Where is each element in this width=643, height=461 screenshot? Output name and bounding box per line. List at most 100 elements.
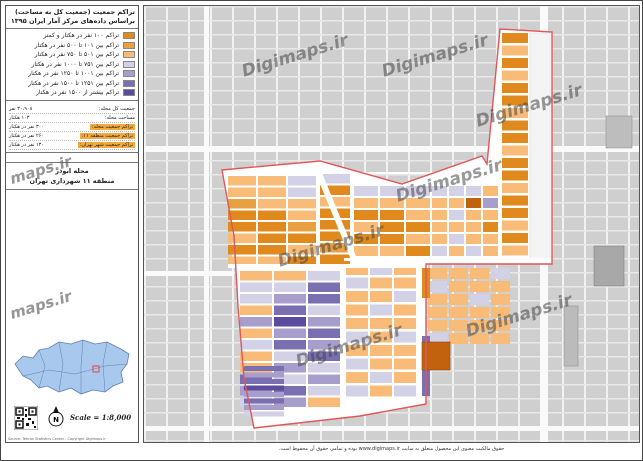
parcel-east-center: [483, 186, 498, 196]
parcel-south: [370, 345, 392, 356]
parcel-sw: [308, 386, 340, 396]
main-road: [144, 271, 234, 276]
parcel-east: [502, 133, 528, 143]
legend-label: تراکم بین ۱۰۱ تا ۵۰۰ نفر در هکتار: [34, 41, 119, 49]
street-line: [144, 440, 639, 442]
parcel-east: [502, 208, 528, 218]
parcel-south: [346, 385, 368, 397]
stat-label: تراکم جمعیت شهر تهران:: [77, 141, 135, 148]
parcel-east: [502, 95, 528, 106]
parcel-east-center: [483, 234, 498, 244]
parcel-nw: [288, 176, 316, 186]
parcel-sw: [274, 271, 306, 281]
stat-value: ۳۰،۹۰۸ نفر: [9, 105, 33, 112]
parcel-south: [370, 331, 392, 343]
parcel-south: [394, 385, 416, 397]
parcel-nw: [288, 256, 316, 266]
parcel-center: [354, 234, 378, 244]
parcel-nw: [258, 176, 286, 186]
legend-swatch: [123, 89, 135, 97]
main-road: [204, 6, 209, 442]
parcel-strip: [529, 32, 551, 260]
parcel-sw: [240, 328, 272, 338]
parcel-sw: [240, 386, 272, 396]
inset-highlight: [92, 365, 100, 373]
parcel-east-center: [432, 198, 447, 208]
legend-label: تراکم بین ۱۰۰۱ تا ۱۲۵۰ نفر در هکتار: [28, 70, 119, 78]
parcel-sw: [274, 340, 306, 350]
street-line: [210, 6, 212, 442]
parcel-sw: [308, 317, 340, 327]
parcel-center: [380, 210, 404, 220]
parcel-center: [354, 246, 378, 256]
parcel-south: [394, 345, 416, 356]
area-sub: منطقه ۱۱ شهرداری تهران: [29, 176, 115, 185]
parcel-south-east: [449, 294, 468, 305]
parcel-east: [502, 120, 528, 131]
stat-row: تراکم جمعیت شهر تهران: ۱۳۰ نفر در هکتار: [9, 141, 135, 150]
parcel-east-center: [466, 234, 481, 244]
parcel-sw: [274, 386, 306, 396]
legend-swatch: [123, 41, 135, 49]
parcel-south-east: [491, 294, 510, 305]
parcel-sw: [308, 294, 340, 304]
street-line: [144, 6, 146, 442]
legend-panel: تراکم جمعیت (جمعیت کل به مساحت) براساس د…: [5, 5, 139, 443]
stat-row: مساحت محله: ۱۰۳ هکتار: [9, 114, 135, 123]
legend-label: تراکم بیشتر از ۱۵۰۰ نفر در هکتار: [36, 89, 119, 97]
north-label: N: [53, 416, 59, 424]
street-line: [144, 48, 639, 50]
parcel-east-center: [483, 198, 498, 208]
parcel-sw: [274, 397, 306, 407]
street-line: [144, 34, 639, 36]
parcel-sw: [240, 351, 272, 361]
parcel-south-east: [491, 333, 510, 344]
legend-class-2: تراکم بین ۱۰۱ تا ۵۰۰ نفر در هکتار: [9, 41, 135, 51]
parcel-south-east: [449, 268, 468, 279]
parcel-center: [380, 246, 404, 256]
parcel-south: [370, 318, 392, 329]
stat-value: ۱۳۰ نفر در هکتار: [9, 141, 44, 148]
parcel-sw-small: [244, 411, 284, 417]
parcel-center: [406, 222, 430, 232]
stat-row: تراکم جمعیت منطقه ۱۱: ۲۶۰ نفر در هکتار: [9, 132, 135, 141]
parcel-center: [380, 234, 404, 244]
parcel-sw: [240, 305, 272, 315]
stat-row: تراکم جمعیت محله: ۳۰۰ نفر در هکتار: [9, 123, 135, 132]
parcel-center: [354, 186, 378, 196]
parcel-south-east: [449, 320, 468, 331]
parcel-south: [394, 358, 416, 370]
stat-label: تراکم جمعیت منطقه ۱۱:: [79, 132, 135, 139]
parcel-east: [502, 83, 528, 93]
parcel-nw: [228, 210, 256, 220]
area-name: محله ابوذر: [55, 166, 89, 175]
parcel-south-east: [470, 307, 489, 318]
copyright-footer: حقوق مالکیت معنوی این محصول متعلق به سای…: [278, 446, 505, 452]
parcel-south-east: [428, 333, 447, 344]
parcel-nw: [258, 199, 286, 209]
legend-swatch: [123, 51, 135, 59]
street-line: [144, 76, 639, 78]
parcel-sw: [274, 282, 306, 292]
stat-label: تراکم جمعیت محله:: [89, 123, 135, 130]
parcel-east: [502, 195, 528, 206]
parcel-center: [406, 234, 430, 244]
parcel-sw: [308, 351, 340, 361]
legend-class-6: تراکم بین ۱۲۵۱ تا ۱۵۰۰ نفر در هکتار: [9, 79, 135, 89]
stat-row: جمعیت کل محله: ۳۰،۹۰۸ نفر: [9, 105, 135, 114]
parcel-nw: [228, 233, 256, 243]
parcel-east: [502, 220, 528, 231]
neighborhood-boundary: [221, 28, 553, 429]
parcel-south: [370, 264, 392, 275]
parcel-nw: [258, 256, 286, 266]
parcel-east-center: [483, 246, 498, 256]
parcel-mid: [320, 185, 350, 195]
parcel-nw: [228, 222, 256, 232]
map-canvas[interactable]: Digimaps.ir Digimaps.ir Digimaps.ir Digi…: [143, 5, 640, 443]
parcel-south: [370, 304, 392, 316]
parcel-south-east: [449, 281, 468, 292]
legend-label: تراکم ۱۰۰ نفر در هکتار و کمتر: [43, 32, 119, 40]
legend-swatch: [123, 79, 135, 87]
parcel-south: [346, 345, 368, 356]
parcel-south-east: [491, 307, 510, 318]
